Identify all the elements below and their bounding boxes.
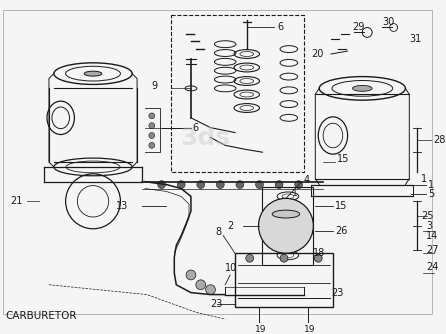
Text: 5: 5 bbox=[428, 189, 434, 199]
Text: 31: 31 bbox=[409, 34, 421, 44]
Text: 1: 1 bbox=[292, 189, 297, 198]
Ellipse shape bbox=[272, 210, 300, 218]
Text: 19: 19 bbox=[304, 325, 315, 334]
Text: 15: 15 bbox=[337, 154, 349, 164]
Text: 1: 1 bbox=[428, 180, 434, 190]
Circle shape bbox=[186, 270, 196, 280]
Circle shape bbox=[280, 254, 288, 262]
Text: 4: 4 bbox=[304, 175, 310, 185]
Circle shape bbox=[295, 181, 302, 188]
Text: 25: 25 bbox=[421, 211, 434, 221]
Circle shape bbox=[149, 123, 155, 129]
Circle shape bbox=[197, 181, 205, 188]
Circle shape bbox=[196, 280, 206, 290]
Circle shape bbox=[246, 254, 254, 262]
Circle shape bbox=[275, 181, 283, 188]
Text: 8: 8 bbox=[215, 227, 222, 237]
Text: 9: 9 bbox=[152, 81, 158, 92]
Text: 3: 3 bbox=[426, 221, 432, 231]
Text: 19: 19 bbox=[255, 325, 266, 334]
Text: CARBURETOR: CARBURETOR bbox=[5, 311, 76, 321]
Ellipse shape bbox=[84, 71, 102, 76]
Text: 29: 29 bbox=[352, 22, 365, 32]
Circle shape bbox=[236, 181, 244, 188]
Text: 6: 6 bbox=[192, 123, 198, 133]
Circle shape bbox=[149, 133, 155, 139]
Circle shape bbox=[157, 181, 165, 188]
Bar bbox=[171, 15, 304, 172]
Text: 1: 1 bbox=[421, 174, 427, 184]
Circle shape bbox=[206, 285, 215, 295]
Text: 2: 2 bbox=[227, 221, 233, 231]
Text: 13: 13 bbox=[116, 201, 128, 211]
Text: 18: 18 bbox=[314, 248, 326, 258]
Circle shape bbox=[149, 113, 155, 119]
Text: 24: 24 bbox=[426, 262, 438, 272]
Text: 15: 15 bbox=[335, 201, 347, 211]
Text: 23: 23 bbox=[331, 288, 343, 298]
Text: 21: 21 bbox=[10, 196, 22, 206]
Text: 10: 10 bbox=[225, 263, 237, 273]
Text: 30: 30 bbox=[382, 17, 394, 27]
Text: 27: 27 bbox=[426, 245, 438, 256]
Circle shape bbox=[259, 198, 314, 253]
Circle shape bbox=[216, 181, 224, 188]
Circle shape bbox=[149, 142, 155, 148]
Text: 20: 20 bbox=[311, 49, 324, 59]
Bar bbox=[262, 187, 314, 265]
Circle shape bbox=[256, 181, 264, 188]
Text: 14: 14 bbox=[426, 231, 438, 241]
Text: 3ds: 3ds bbox=[180, 126, 230, 150]
Text: 26: 26 bbox=[335, 226, 347, 236]
Circle shape bbox=[177, 181, 185, 188]
Text: 23: 23 bbox=[211, 299, 223, 309]
Text: 28: 28 bbox=[433, 135, 445, 145]
Text: 6: 6 bbox=[277, 21, 283, 31]
Bar bbox=[235, 253, 333, 307]
Circle shape bbox=[314, 254, 322, 262]
Ellipse shape bbox=[352, 86, 372, 91]
